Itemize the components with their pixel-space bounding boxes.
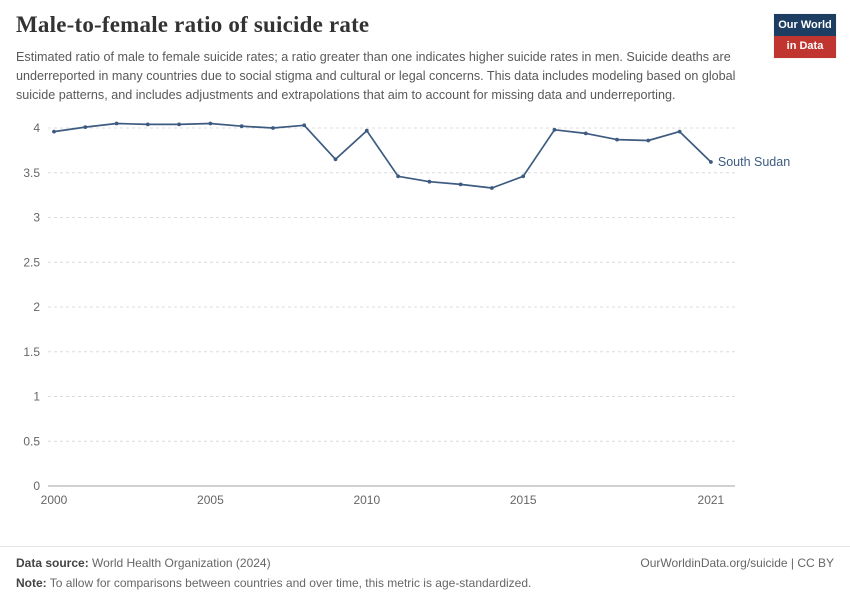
data-point[interactable] xyxy=(333,157,338,162)
x-tick-label: 2015 xyxy=(510,493,537,507)
y-tick-label: 0.5 xyxy=(23,434,40,448)
data-point[interactable] xyxy=(177,122,182,127)
data-point[interactable] xyxy=(677,129,682,134)
x-tick-label: 2005 xyxy=(197,493,224,507)
footer: Data source: World Health Organization (… xyxy=(0,546,850,600)
series-end-label[interactable]: South Sudan xyxy=(718,155,790,169)
y-tick-label: 1.5 xyxy=(23,345,40,359)
line-chart[interactable]: 0 0.5 1 1.5 2 2.5 3 3.5 4 2000 2005 2010 2015 2021 Sou… xyxy=(0,111,850,511)
data-point[interactable] xyxy=(145,122,150,127)
series-line-south-sudan[interactable] xyxy=(53,122,712,189)
data-point[interactable] xyxy=(552,127,557,132)
footnote-label: Note: xyxy=(16,576,47,590)
data-point[interactable] xyxy=(208,121,213,126)
data-point[interactable] xyxy=(396,174,400,179)
footnote-text: To allow for comparisons between countri… xyxy=(49,576,532,590)
owid-logo[interactable]: Our World in Data xyxy=(774,14,836,58)
y-tick-label: 2 xyxy=(33,300,40,314)
y-tick-label: 4 xyxy=(33,121,40,135)
data-point[interactable] xyxy=(490,186,494,190)
y-tick-label: 0 xyxy=(33,479,40,493)
data-point[interactable] xyxy=(521,174,526,179)
data-point[interactable] xyxy=(302,123,307,128)
data-point[interactable] xyxy=(52,129,56,134)
data-point[interactable] xyxy=(239,124,244,129)
footer-source-row: Data source: World Health Organization (… xyxy=(16,556,834,570)
title-block: Male-to-female ratio of suicide rate Est… xyxy=(16,12,774,105)
data-point[interactable] xyxy=(458,182,463,187)
y-tick-label: 3 xyxy=(33,211,40,225)
data-point[interactable] xyxy=(709,160,713,164)
owid-logo-line2: in Data xyxy=(774,36,836,58)
data-source-label: Data source: xyxy=(16,556,89,570)
data-point[interactable] xyxy=(364,128,369,133)
data-point[interactable] xyxy=(271,126,275,130)
data-point[interactable] xyxy=(583,131,588,136)
data-point[interactable] xyxy=(646,138,651,143)
data-source: Data source: World Health Organization (… xyxy=(16,556,271,570)
page-title: Male-to-female ratio of suicide rate xyxy=(16,12,370,37)
x-tick-label: 2000 xyxy=(41,493,68,507)
data-point[interactable] xyxy=(114,121,119,126)
chart-subtitle: Estimated ratio of male to female suicid… xyxy=(16,50,736,102)
header: Male-to-female ratio of suicide rate Est… xyxy=(0,0,850,105)
y-tick-label: 3.5 xyxy=(23,166,40,180)
x-tick-label: 2010 xyxy=(353,493,380,507)
credit-link[interactable]: OurWorldinData.org/suicide | CC BY xyxy=(640,556,834,570)
y-tick-label: 2.5 xyxy=(23,255,40,269)
data-point[interactable] xyxy=(615,137,619,142)
footnote: Note: To allow for comparisons between c… xyxy=(16,576,834,590)
y-tick-label: 1 xyxy=(33,390,40,404)
data-source-link[interactable]: World Health Organization (2024) xyxy=(92,556,271,570)
data-point[interactable] xyxy=(83,125,88,129)
data-point[interactable] xyxy=(427,179,432,184)
owid-logo-line1: Our World xyxy=(778,19,832,31)
x-tick-label: 2021 xyxy=(698,493,725,507)
